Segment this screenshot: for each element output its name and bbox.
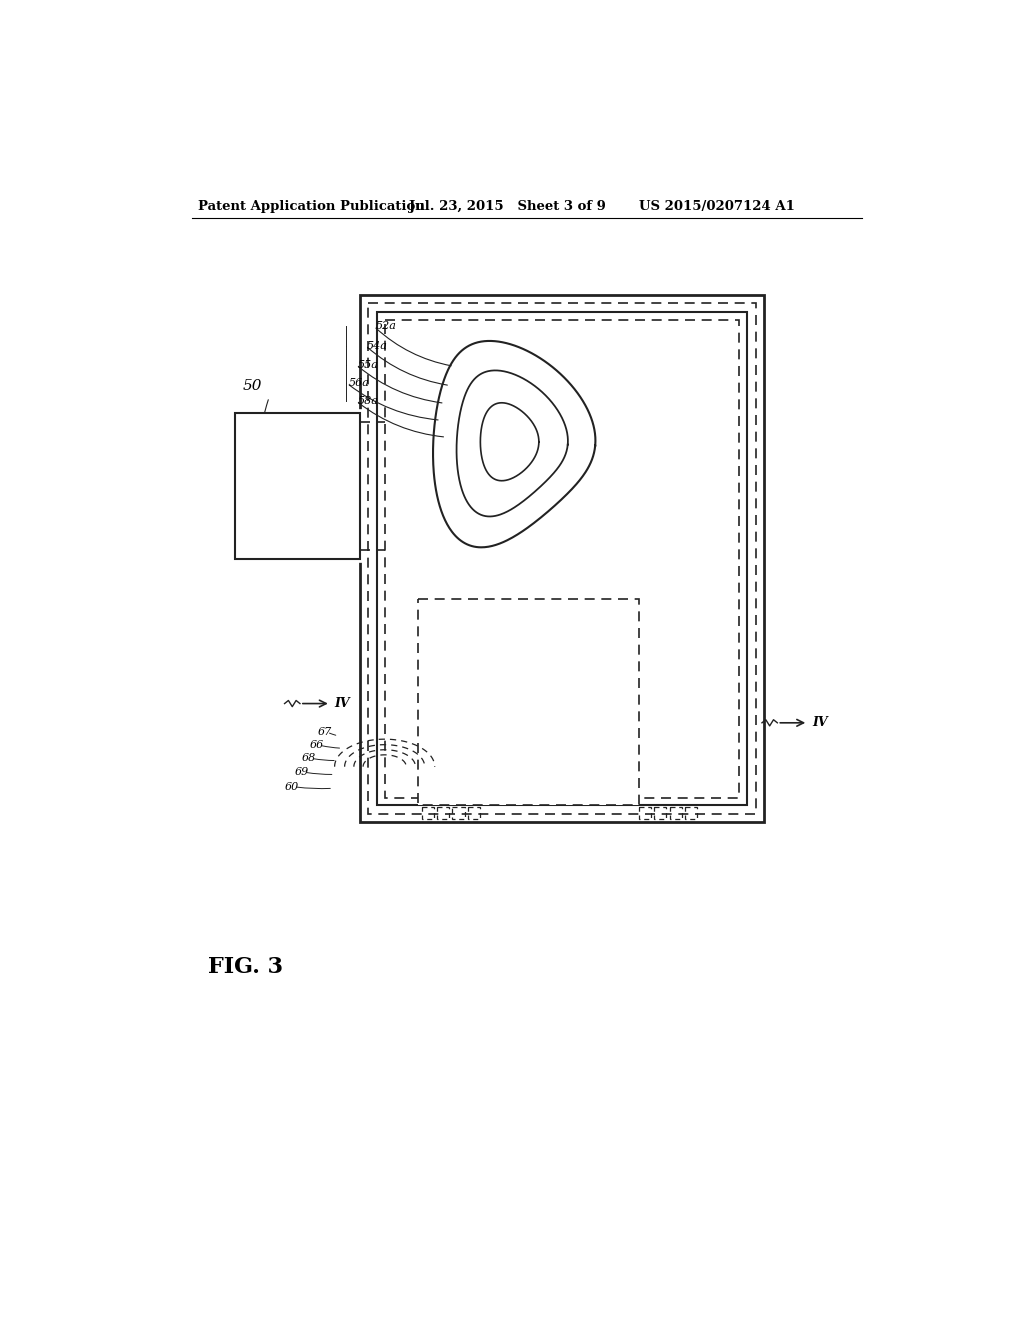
- Bar: [453, 807, 465, 818]
- Text: 60: 60: [285, 781, 299, 792]
- Text: 55a: 55a: [357, 360, 379, 370]
- Text: 56a: 56a: [348, 379, 370, 388]
- Text: US 2015/0207124 A1: US 2015/0207124 A1: [639, 199, 795, 213]
- Text: 52a: 52a: [376, 321, 396, 331]
- Text: 66: 66: [310, 741, 325, 750]
- Text: Patent Application Publication: Patent Application Publication: [199, 199, 425, 213]
- Bar: [422, 807, 434, 818]
- Text: IV: IV: [335, 697, 350, 710]
- Bar: [234, 412, 360, 558]
- Text: IV: IV: [812, 717, 827, 730]
- Bar: [418, 599, 639, 805]
- Bar: [368, 304, 756, 814]
- Text: 69: 69: [295, 767, 309, 777]
- Bar: [468, 807, 480, 818]
- Text: 54a: 54a: [367, 341, 388, 351]
- Bar: [360, 296, 764, 822]
- Text: 58a: 58a: [357, 396, 379, 407]
- Bar: [377, 313, 746, 805]
- Bar: [385, 321, 739, 797]
- Bar: [437, 807, 450, 818]
- Text: FIG. 3: FIG. 3: [208, 956, 283, 978]
- Bar: [670, 807, 682, 818]
- Text: 68: 68: [301, 754, 315, 763]
- Bar: [685, 807, 697, 818]
- Text: 50: 50: [243, 379, 262, 392]
- Text: 67: 67: [317, 727, 332, 737]
- Bar: [654, 807, 667, 818]
- Bar: [639, 807, 651, 818]
- Text: Jul. 23, 2015   Sheet 3 of 9: Jul. 23, 2015 Sheet 3 of 9: [410, 199, 606, 213]
